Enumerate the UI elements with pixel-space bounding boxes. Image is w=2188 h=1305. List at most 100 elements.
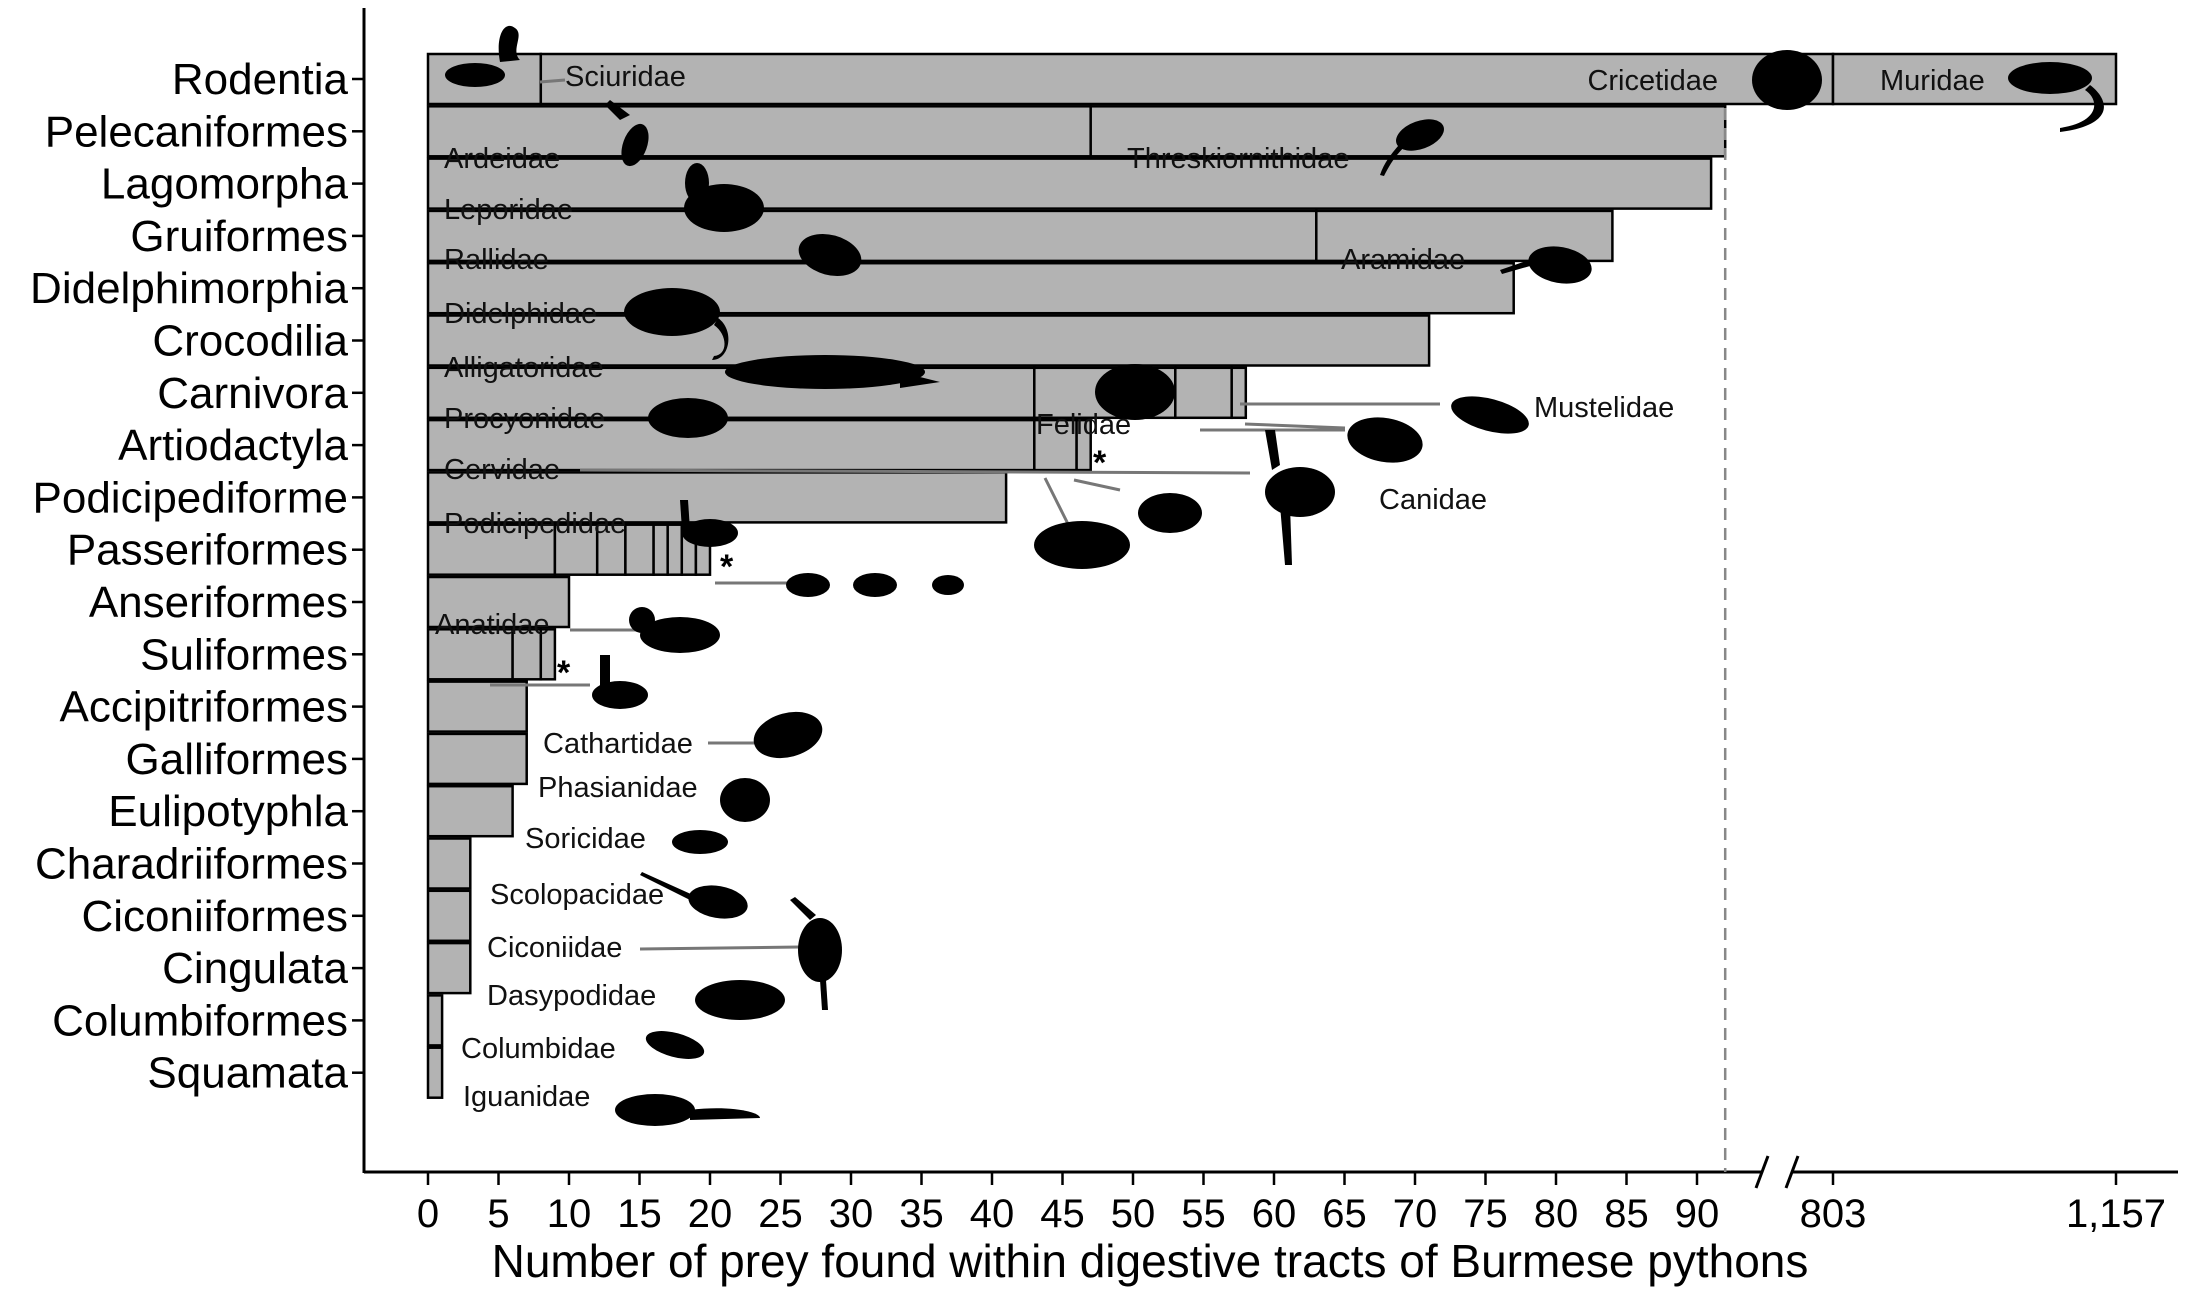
leader-lines-layer	[490, 78, 1440, 951]
rat-tail-icon	[2060, 85, 2104, 132]
leader-goat	[1073, 478, 1121, 492]
order-label-gruiformes: Gruiformes	[130, 212, 348, 261]
x-break-tick-label-803: 803	[1800, 1192, 1867, 1236]
x-tick-label-20: 20	[688, 1192, 733, 1236]
x-tick-label-30: 30	[829, 1192, 874, 1236]
x-tick-label-75: 75	[1463, 1192, 1508, 1236]
bar-segment-anseriformes-anatidae	[426, 575, 571, 629]
family-label-ciconiidae: Ciconiidae	[487, 932, 622, 964]
bar-segment-cingulata-dasypodidae	[426, 941, 472, 995]
woodcock-beak-icon	[640, 872, 693, 900]
x-tick-label-85: 85	[1604, 1192, 1649, 1236]
family-label-canidae: Canidae	[1379, 484, 1487, 516]
family-label-scolopacidae: Scolopacidae	[490, 879, 664, 911]
axis-break-mark-left	[1754, 1155, 1770, 1189]
cardinal-icon	[786, 573, 830, 597]
chicken-icon	[720, 778, 770, 822]
family-label-rallidae: Rallidae	[444, 244, 549, 276]
iguana-tail-icon	[690, 1108, 760, 1120]
dove-icon	[645, 1031, 705, 1059]
bar-segment-rodentia-cricetidae	[539, 52, 1835, 106]
bar-segment-eulipotyphla-soricidae	[426, 784, 514, 838]
bar-segment-passeriformes-seg3	[624, 523, 655, 576]
songbird-icon	[853, 573, 897, 597]
x-tick-label-45: 45	[1040, 1192, 1085, 1236]
bar-segment-crocodilia-alligatoridae	[426, 314, 1431, 367]
x-tick-label-40: 40	[970, 1192, 1015, 1236]
bar-segment-charadriiformes-scolopacidae	[426, 837, 472, 890]
significance-asterisk-1: *	[1093, 444, 1107, 482]
fox-icon	[1347, 417, 1423, 463]
vulture-icon	[753, 711, 823, 759]
axis-break-mark-right	[1784, 1155, 1800, 1189]
order-label-accipitriformes: Accipitriformes	[60, 683, 349, 732]
grebe-icon	[682, 519, 738, 547]
bar-segment-gruiformes-rallidae	[426, 209, 1318, 263]
bar-segment-passeriformes-seg4	[652, 523, 669, 576]
deer-antler-icon	[1265, 430, 1280, 470]
x-break-tick-label-1-157: 1,157	[2066, 1192, 2166, 1236]
x-tick-label-80: 80	[1534, 1192, 1579, 1236]
family-label-didelphidae: Didelphidae	[444, 298, 597, 330]
leader-ciconiidae	[639, 945, 801, 951]
leader-boar	[1043, 477, 1070, 525]
leader-sciuridae	[539, 78, 566, 84]
x-tick-label-50: 50	[1111, 1192, 1156, 1236]
x-tick-label-35: 35	[899, 1192, 944, 1236]
rabbit-head-icon	[685, 163, 709, 203]
bar-segment-ciconiiformes-ciconiidae	[426, 889, 472, 943]
bar-segment-passeriformes-seg0	[426, 523, 557, 576]
bars-layer	[426, 52, 2118, 1099]
bar-segment-artiodactyla-seg2	[1075, 418, 1092, 472]
opossum-icon	[624, 288, 720, 336]
order-label-artiodactyla: Artiodactyla	[118, 421, 348, 470]
family-label-muridae: Muridae	[1880, 65, 1985, 97]
significance-asterisk-3: *	[557, 654, 571, 692]
grebe-neck-icon	[680, 500, 690, 530]
order-label-ciconiiformes: Ciconiiformes	[81, 892, 348, 941]
order-label-cingulata: Cingulata	[162, 944, 348, 993]
family-label-aramidae: Aramidae	[1341, 244, 1465, 276]
order-label-podicipediforme: Podicipediforme	[33, 473, 349, 522]
bar-segment-passeriformes-seg5	[666, 523, 684, 576]
axes-layer: RodentiaPelecaniformesLagomorphaGruiform…	[30, 8, 2178, 1236]
armadillo-icon	[695, 980, 785, 1020]
bobcat-icon	[1095, 364, 1175, 420]
family-label-cathartidae: Cathartidae	[543, 728, 693, 760]
bar-segment-suliformes-seg2	[539, 628, 557, 681]
family-label-dasypodidae: Dasypodidae	[487, 980, 656, 1012]
limpkin-icon	[1528, 246, 1592, 284]
deer-icon	[1265, 467, 1335, 517]
squirrel-icon	[445, 63, 505, 87]
order-label-galliformes: Galliformes	[126, 735, 349, 784]
x-tick-label-10: 10	[547, 1192, 592, 1236]
family-label-phasianidae: Phasianidae	[538, 772, 698, 804]
x-tick-label-55: 55	[1181, 1192, 1226, 1236]
bar-segment-passeriformes-seg2	[595, 523, 627, 576]
bar-segment-columbiformes-columbidae	[426, 994, 444, 1047]
bar-segment-carnivora-mustelidae	[1230, 366, 1248, 420]
rat-icon	[2008, 62, 2092, 94]
order-label-anseriformes: Anseriformes	[89, 578, 348, 627]
stork-leg-icon	[820, 980, 828, 1010]
family-label-threskiornithidae: Threskiornithidae	[1127, 143, 1349, 175]
order-label-squamata: Squamata	[147, 1049, 348, 1098]
gallinule-icon	[798, 233, 862, 277]
bar-segment-passeriformes-seg1	[553, 523, 599, 576]
ibis-beak-icon	[1380, 140, 1410, 176]
family-label-columbidae: Columbidae	[461, 1033, 616, 1065]
limpkin-beak-icon	[1500, 258, 1537, 274]
significance-asterisk-2: *	[720, 548, 734, 586]
x-tick-label-25: 25	[758, 1192, 803, 1236]
bar-segment-galliformes-phasianidae	[426, 732, 528, 786]
family-label-cervidae: Cervidae	[444, 454, 560, 486]
family-label-podicipedidae: Podicipedidae	[444, 508, 626, 540]
raccoon-icon	[648, 398, 728, 438]
family-label-soricidae: Soricidae	[525, 823, 646, 855]
bar-segment-podicipediforme-podicipedidae	[426, 471, 1008, 524]
x-tick-label-60: 60	[1252, 1192, 1297, 1236]
iguana-icon	[615, 1094, 695, 1126]
woodcock-icon	[688, 885, 748, 919]
family-labels-layer: Sciuridae Cricetidae Muridae Ardeidae Thresk…	[435, 61, 1985, 1113]
x-tick-label-0: 0	[417, 1192, 439, 1236]
